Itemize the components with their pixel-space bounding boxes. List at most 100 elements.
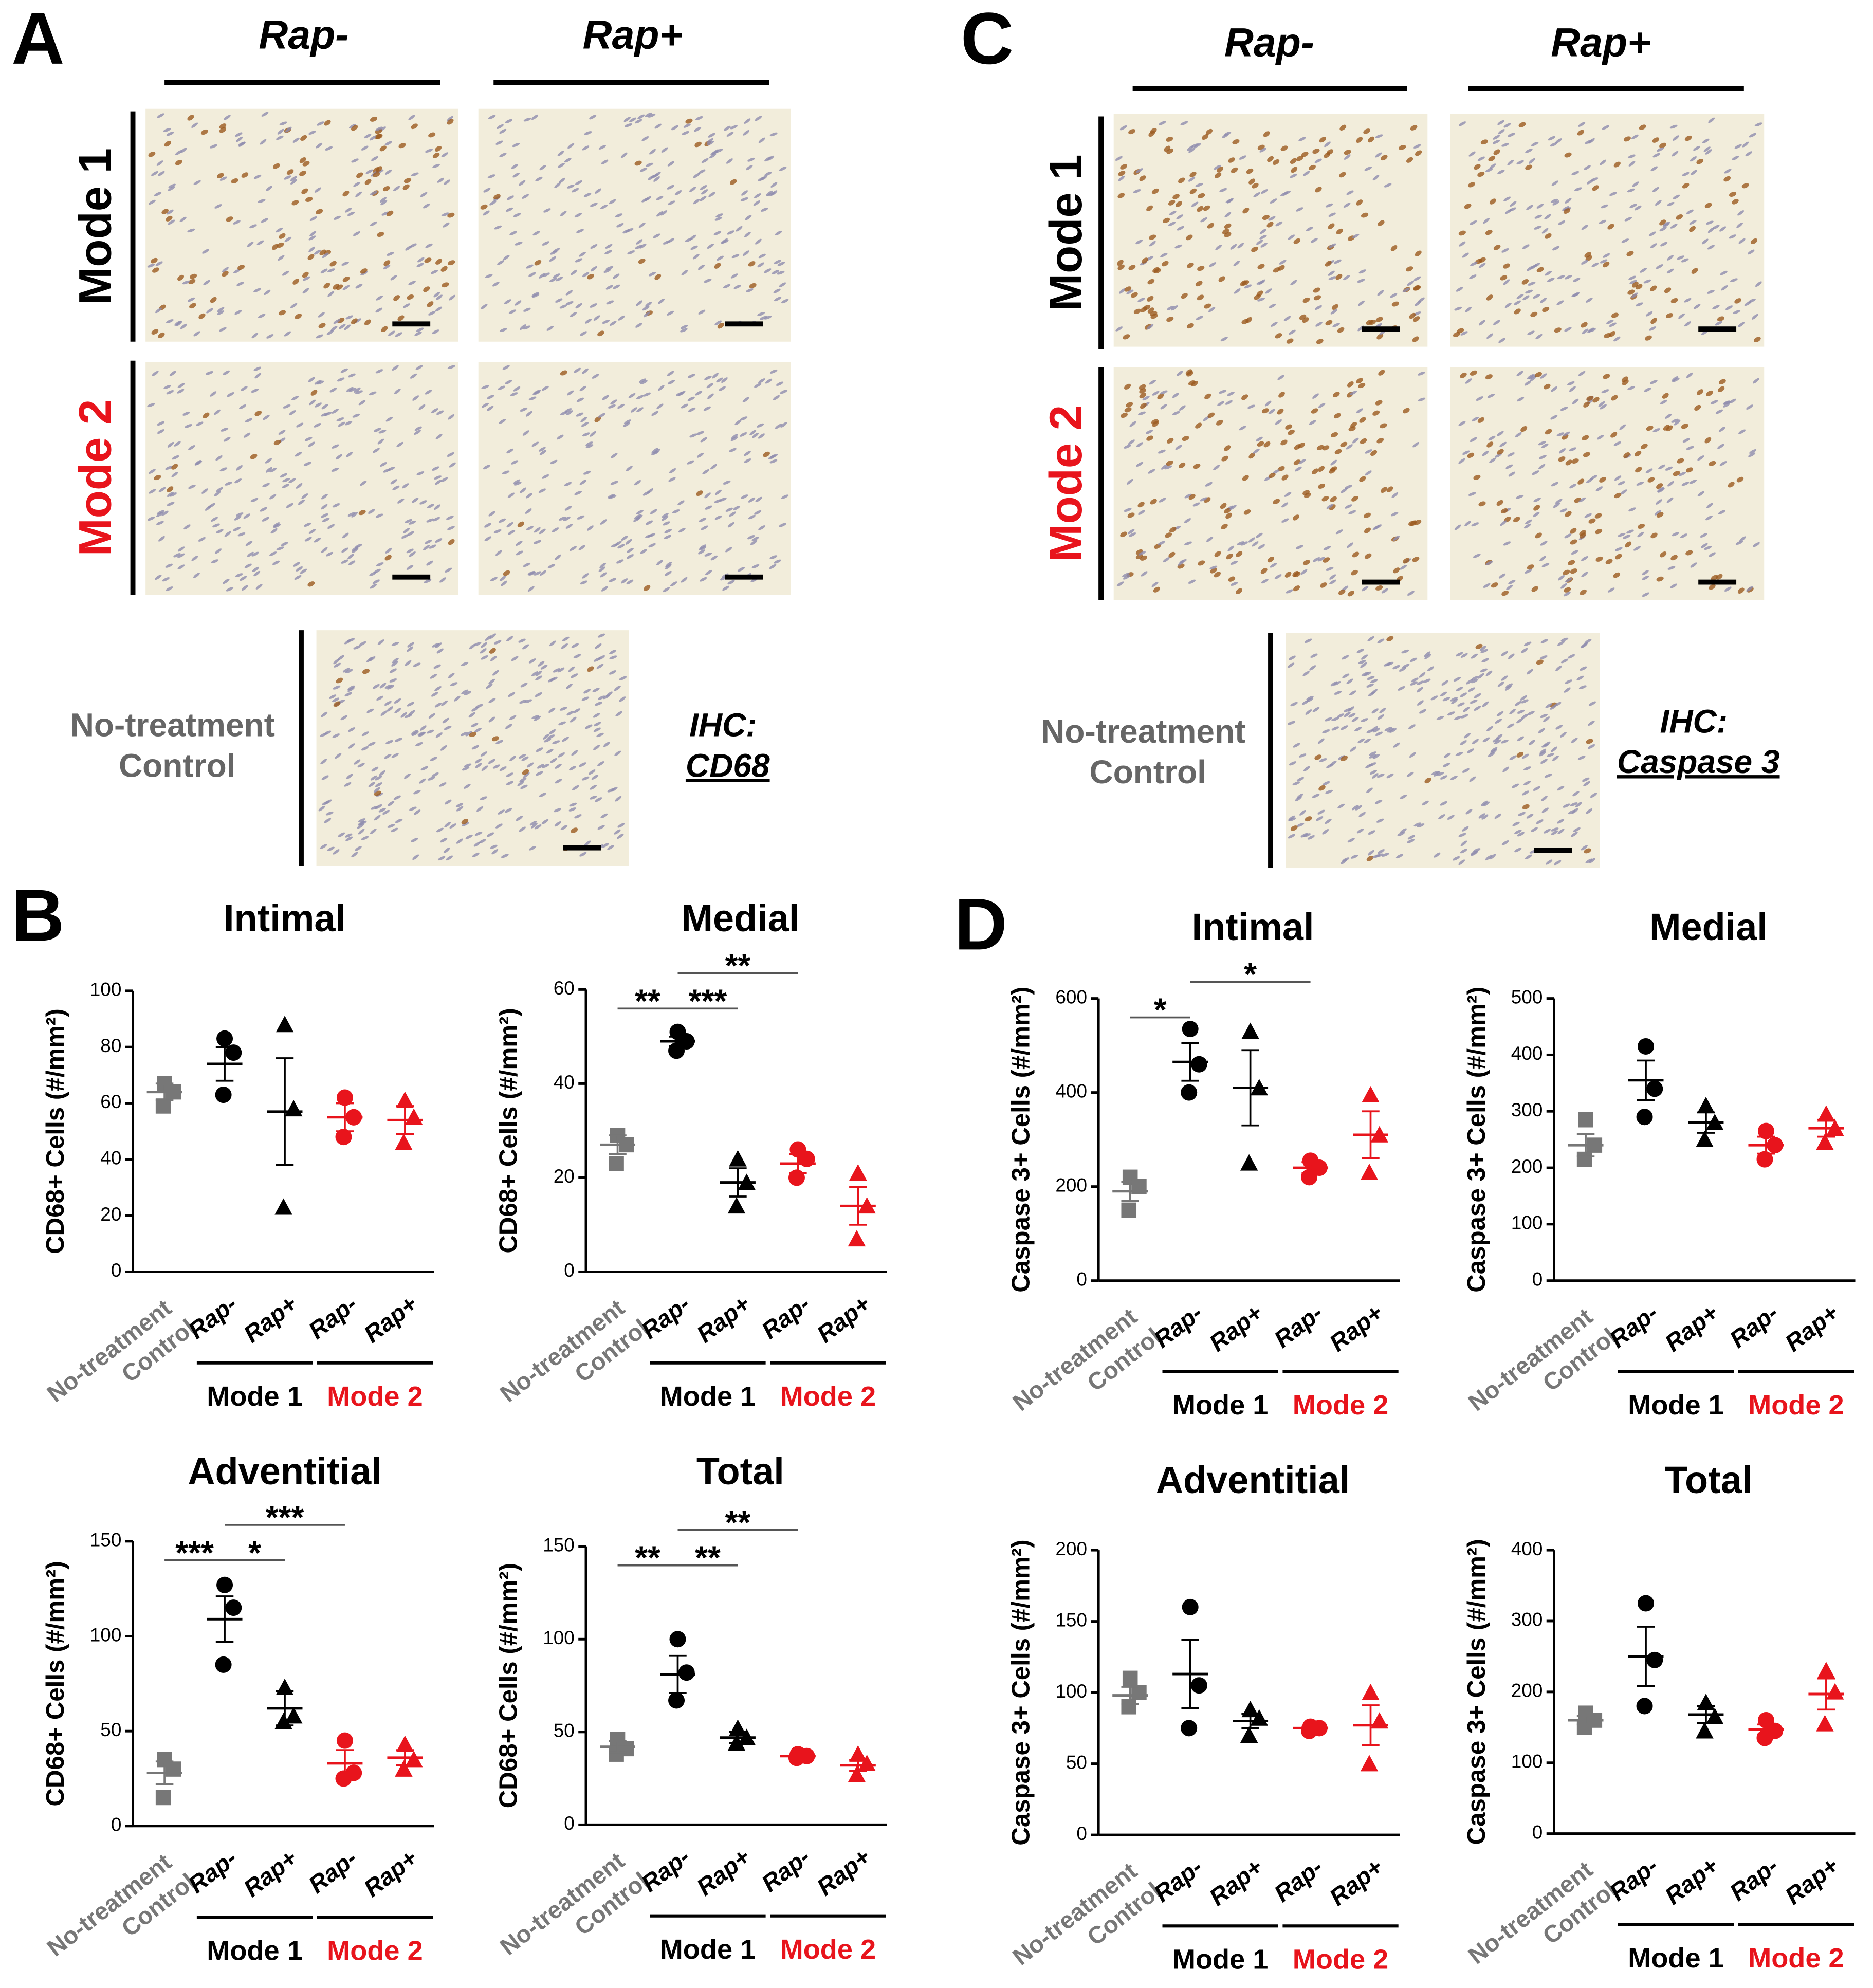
group-label: Mode 1 [1172,1944,1269,1975]
data-point [1577,1152,1592,1167]
y-tick-label: 40 [554,1072,575,1093]
y-tick-label: 100 [543,1627,575,1648]
y-axis-label: Caspase 3+ Cells (#/mm²) [1462,1539,1491,1845]
data-point [669,1631,686,1647]
x-tick-label: No-treatment Control [495,1843,653,1984]
data-point [668,1042,685,1059]
x-tick-label: Rap- [757,1290,815,1344]
x-tick-label: Rap+ [692,1843,755,1901]
data-point [285,1100,302,1116]
x-tick-label: Rap+ [1325,1853,1388,1911]
significance-label: ** [635,982,660,1019]
scale-bar [563,845,601,851]
x-tick-label: No-treatment Control [1463,1299,1622,1440]
group-label: Mode 2 [1293,1944,1389,1975]
y-tick-label: 500 [1511,986,1543,1007]
y-tick-label: 200 [1055,1538,1087,1559]
x-tick-label: Rap- [1269,1299,1328,1353]
group-label: Mode 2 [327,1381,423,1412]
y-tick-label: 300 [1511,1099,1543,1120]
group-label: Mode 1 [660,1381,756,1412]
panel-label: B [11,875,64,956]
data-point [1123,1671,1138,1686]
chart-title: Adventitial [188,1450,382,1493]
panel-label: A [11,0,64,80]
y-tick-label: 600 [1055,986,1087,1007]
y-tick-label: 0 [111,1260,122,1281]
y-tick-label: 100 [90,1624,122,1645]
group-label: Mode 2 [1293,1390,1389,1421]
scale-bar [1534,848,1572,853]
x-tick-label: No-treatment Control [1008,1853,1166,1988]
data-point [1637,1698,1653,1714]
y-tick-label: 400 [1511,1538,1543,1559]
data-point [166,1761,181,1777]
y-tick-label: 150 [1055,1609,1087,1630]
scale-bar [392,575,430,580]
control-label: No-treatment Control [70,707,284,784]
y-tick-label: 60 [100,1091,121,1112]
scale-bar [1698,326,1736,332]
y-tick-label: 100 [1055,1681,1087,1702]
data-point [216,1577,233,1593]
data-point [337,1733,353,1749]
x-tick-label: No-treatment Control [1008,1299,1166,1440]
x-tick-label: Rap+ [1204,1853,1268,1911]
x-tick-label: Rap+ [1660,1299,1723,1356]
x-tick-label: Rap+ [238,1845,302,1902]
x-tick-label: Rap+ [1325,1299,1388,1356]
chart-title: Intimal [1192,906,1314,948]
x-tick-label: Rap+ [812,1843,875,1901]
data-point [156,1790,171,1806]
data-point [1121,1203,1136,1218]
data-point [1240,1154,1258,1171]
stain-label: IHC: Caspase 3 [1617,703,1780,780]
x-tick-label: Rap+ [1204,1299,1268,1356]
data-point [395,1134,412,1150]
scale-bar [725,575,763,580]
chart-title: Adventitial [1156,1459,1350,1501]
y-axis-label: CD68+ Cells (#/mm²) [494,1563,522,1808]
y-tick-label: 50 [100,1719,121,1740]
row-label: Mode 1 [69,148,120,305]
data-point [1817,1662,1835,1678]
chart-title: Total [696,1450,784,1493]
x-tick-label: Rap+ [359,1845,422,1902]
data-point [609,1156,624,1171]
column-label: Rap- [259,12,348,58]
y-tick-label: 100 [90,979,122,1000]
y-tick-label: 40 [100,1148,121,1169]
y-tick-label: 0 [1532,1268,1543,1290]
significance-label: * [1244,956,1257,993]
x-tick-label: No-treatment Control [495,1290,653,1431]
x-tick-label: Rap- [1724,1852,1783,1906]
significance-label: * [248,1534,261,1571]
group-label: Mode 1 [1172,1390,1269,1421]
x-tick-label: No-treatment Control [42,1845,200,1986]
x-tick-label: No-treatment Control [42,1290,200,1431]
scale-bar [392,321,430,326]
data-point [1638,1038,1654,1055]
y-tick-label: 20 [554,1166,575,1187]
group-label: Mode 2 [327,1935,423,1966]
x-tick-label: Rap- [1724,1299,1783,1353]
data-point [729,1150,746,1167]
data-point [215,1087,232,1103]
y-tick-label: 100 [1511,1212,1543,1234]
column-label: Rap- [1224,20,1314,65]
significance-label: ** [725,1504,751,1541]
data-point [1182,1021,1199,1037]
control-label: No-treatment Control [1041,713,1255,790]
y-tick-label: 50 [1066,1752,1087,1773]
data-point [1637,1109,1653,1125]
y-tick-label: 0 [564,1813,575,1834]
y-tick-label: 200 [1511,1156,1543,1177]
y-axis-label: Caspase 3+ Cells (#/mm²) [1006,987,1035,1293]
data-point [1697,1097,1715,1113]
data-point [1826,1683,1844,1700]
row-label: Mode 2 [1040,405,1091,562]
data-point [274,1198,292,1214]
y-tick-label: 200 [1511,1680,1543,1701]
data-point [405,1109,423,1125]
